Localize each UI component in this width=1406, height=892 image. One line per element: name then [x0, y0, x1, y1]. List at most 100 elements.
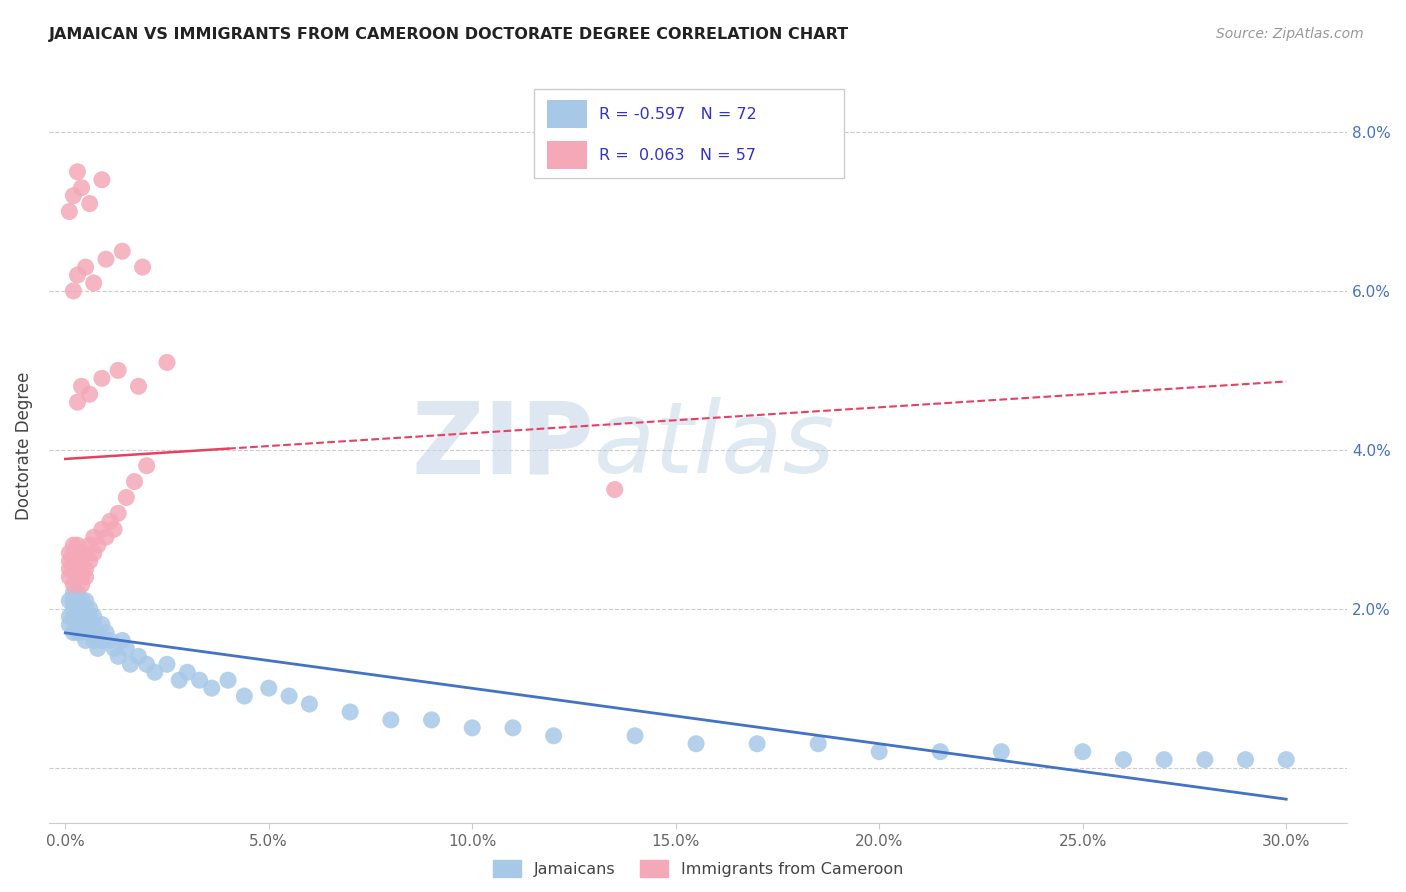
Point: [62, 601, 84, 615]
Point: [111, 244, 134, 259]
Point: [111, 633, 134, 648]
Point: [66, 586, 89, 600]
Point: [62, 609, 84, 624]
Point: [70, 625, 93, 640]
Point: [167, 673, 190, 688]
Point: [90, 633, 112, 648]
Point: [66, 546, 89, 560]
Point: [107, 649, 129, 664]
Point: [75, 617, 97, 632]
Point: [1112, 753, 1135, 767]
Point: [83, 530, 105, 544]
Point: [83, 609, 105, 624]
Point: [66, 570, 89, 584]
Point: [66, 165, 89, 179]
Point: [217, 673, 239, 688]
FancyBboxPatch shape: [547, 100, 586, 128]
Point: [83, 276, 105, 290]
Point: [75, 633, 97, 648]
Point: [58, 617, 80, 632]
Point: [502, 721, 524, 735]
Point: [79, 196, 101, 211]
Point: [990, 745, 1012, 759]
Point: [66, 562, 89, 576]
Point: [75, 601, 97, 615]
Point: [176, 665, 198, 680]
Point: [461, 721, 484, 735]
Point: [62, 546, 84, 560]
Point: [115, 491, 138, 505]
Point: [66, 601, 89, 615]
Point: [70, 601, 93, 615]
Point: [98, 633, 121, 648]
Point: [868, 745, 890, 759]
Point: [62, 578, 84, 592]
Point: [66, 617, 89, 632]
Point: [66, 268, 89, 282]
Point: [188, 673, 211, 688]
Point: [107, 363, 129, 377]
Point: [75, 562, 97, 576]
Point: [107, 507, 129, 521]
Point: [90, 172, 112, 186]
Text: Source: ZipAtlas.com: Source: ZipAtlas.com: [1216, 27, 1364, 41]
Point: [98, 514, 121, 528]
Point: [62, 554, 84, 568]
Point: [70, 562, 93, 576]
Point: [70, 593, 93, 607]
Point: [685, 737, 707, 751]
Point: [103, 641, 125, 656]
Y-axis label: Doctorate Degree: Doctorate Degree: [15, 372, 32, 520]
Point: [75, 260, 97, 274]
Point: [58, 593, 80, 607]
Point: [62, 562, 84, 576]
Point: [201, 681, 224, 695]
Point: [66, 593, 89, 607]
Point: [83, 617, 105, 632]
Point: [62, 593, 84, 607]
Point: [70, 578, 93, 592]
Point: [75, 546, 97, 560]
Text: R =  0.063   N = 57: R = 0.063 N = 57: [599, 148, 756, 162]
Point: [115, 641, 138, 656]
Point: [1234, 753, 1257, 767]
Point: [70, 379, 93, 393]
Point: [83, 633, 105, 648]
Point: [90, 371, 112, 385]
Point: [103, 522, 125, 536]
Point: [278, 689, 301, 703]
Text: atlas: atlas: [595, 397, 837, 494]
Point: [1194, 753, 1216, 767]
Point: [62, 538, 84, 552]
Point: [124, 475, 146, 489]
Point: [79, 625, 101, 640]
Point: [128, 379, 150, 393]
Point: [380, 713, 402, 727]
Point: [807, 737, 830, 751]
Text: JAMAICAN VS IMMIGRANTS FROM CAMEROON DOCTORATE DEGREE CORRELATION CHART: JAMAICAN VS IMMIGRANTS FROM CAMEROON DOC…: [49, 27, 849, 42]
Point: [120, 657, 142, 672]
Point: [79, 387, 101, 401]
Point: [79, 554, 101, 568]
Point: [58, 204, 80, 219]
Point: [135, 657, 157, 672]
Point: [62, 625, 84, 640]
Point: [70, 570, 93, 584]
Point: [83, 546, 105, 560]
Point: [62, 586, 84, 600]
Point: [929, 745, 952, 759]
Point: [70, 554, 93, 568]
Point: [66, 625, 89, 640]
Point: [603, 483, 626, 497]
Point: [747, 737, 769, 751]
Point: [79, 601, 101, 615]
Point: [131, 260, 153, 274]
Text: R = -0.597   N = 72: R = -0.597 N = 72: [599, 107, 756, 121]
Point: [66, 609, 89, 624]
Point: [298, 697, 321, 711]
Point: [87, 641, 110, 656]
Point: [58, 554, 80, 568]
Point: [87, 538, 110, 552]
Point: [66, 395, 89, 409]
Point: [87, 625, 110, 640]
